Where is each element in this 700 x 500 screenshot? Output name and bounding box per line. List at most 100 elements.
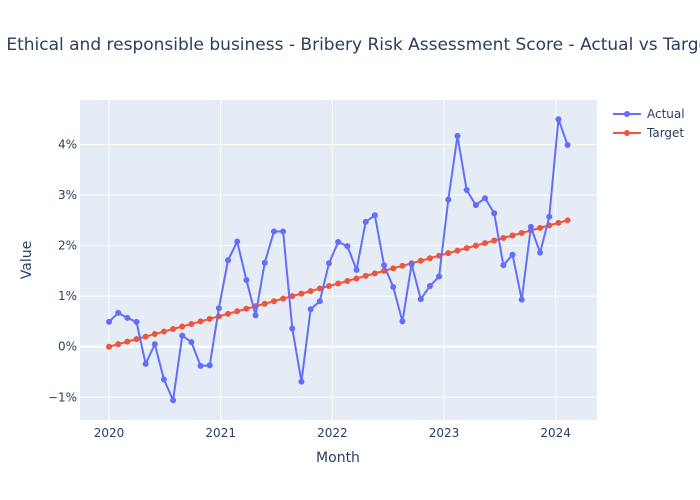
target-point[interactable]: [482, 240, 489, 247]
target-point[interactable]: [371, 270, 378, 277]
actual-point[interactable]: [482, 195, 489, 202]
target-point[interactable]: [142, 333, 149, 340]
actual-point[interactable]: [472, 202, 479, 209]
target-point[interactable]: [133, 336, 140, 343]
actual-point[interactable]: [390, 284, 397, 291]
y-tick-label: 4%: [58, 137, 77, 151]
target-point[interactable]: [197, 318, 204, 325]
actual-point[interactable]: [197, 362, 204, 369]
actual-point[interactable]: [215, 305, 222, 312]
actual-point[interactable]: [509, 251, 516, 258]
target-point[interactable]: [399, 262, 406, 269]
target-point[interactable]: [445, 250, 452, 257]
actual-point[interactable]: [527, 223, 534, 230]
target-point[interactable]: [518, 229, 525, 236]
legend-item-actual[interactable]: Actual: [613, 107, 685, 121]
target-point[interactable]: [509, 232, 516, 239]
actual-point[interactable]: [160, 376, 167, 383]
actual-point[interactable]: [280, 228, 287, 235]
actual-point[interactable]: [518, 296, 525, 303]
target-point[interactable]: [106, 343, 113, 350]
y-tick-label: 1%: [58, 289, 77, 303]
actual-point[interactable]: [115, 309, 122, 316]
actual-point[interactable]: [555, 116, 562, 123]
target-point[interactable]: [179, 323, 186, 330]
actual-point[interactable]: [179, 332, 186, 339]
actual-point[interactable]: [353, 266, 360, 273]
actual-point[interactable]: [335, 239, 342, 246]
actual-point[interactable]: [307, 306, 314, 313]
target-point[interactable]: [564, 217, 571, 224]
target-point[interactable]: [500, 235, 507, 242]
target-point[interactable]: [124, 338, 131, 345]
target-point[interactable]: [151, 331, 158, 338]
target-point[interactable]: [280, 295, 287, 302]
target-point[interactable]: [289, 293, 296, 300]
target-point[interactable]: [206, 315, 213, 322]
actual-point[interactable]: [381, 262, 388, 269]
actual-point[interactable]: [500, 262, 507, 269]
target-point[interactable]: [243, 305, 250, 312]
actual-point[interactable]: [206, 362, 213, 369]
actual-point[interactable]: [151, 341, 158, 348]
target-point[interactable]: [362, 272, 369, 279]
actual-point[interactable]: [225, 257, 232, 264]
actual-point[interactable]: [426, 283, 433, 290]
actual-point[interactable]: [546, 213, 553, 220]
target-point[interactable]: [234, 308, 241, 315]
target-point[interactable]: [537, 224, 544, 231]
actual-point[interactable]: [362, 218, 369, 225]
legend[interactable]: Actual Target: [613, 107, 685, 140]
actual-point[interactable]: [142, 360, 149, 367]
actual-point[interactable]: [445, 196, 452, 203]
target-point[interactable]: [454, 247, 461, 254]
actual-point[interactable]: [298, 378, 305, 385]
actual-point[interactable]: [417, 296, 424, 303]
target-point[interactable]: [170, 326, 177, 333]
actual-point[interactable]: [261, 259, 268, 266]
actual-point[interactable]: [344, 243, 351, 250]
target-point[interactable]: [261, 300, 268, 307]
actual-point[interactable]: [436, 273, 443, 280]
actual-point[interactable]: [252, 312, 259, 319]
target-point[interactable]: [335, 280, 342, 287]
actual-point[interactable]: [133, 318, 140, 325]
actual-point[interactable]: [106, 318, 113, 325]
actual-point[interactable]: [537, 249, 544, 256]
actual-point[interactable]: [316, 298, 323, 305]
target-point[interactable]: [160, 328, 167, 335]
target-point[interactable]: [270, 298, 277, 305]
target-point[interactable]: [463, 245, 470, 252]
target-point[interactable]: [472, 242, 479, 249]
target-point[interactable]: [390, 265, 397, 272]
target-point[interactable]: [491, 237, 498, 244]
target-point[interactable]: [225, 310, 232, 317]
actual-point[interactable]: [454, 132, 461, 139]
actual-point[interactable]: [289, 325, 296, 332]
target-point[interactable]: [115, 341, 122, 348]
actual-point[interactable]: [124, 314, 131, 321]
target-point[interactable]: [353, 275, 360, 282]
actual-point[interactable]: [463, 186, 470, 193]
target-point[interactable]: [555, 219, 562, 226]
actual-point[interactable]: [170, 397, 177, 404]
target-point[interactable]: [307, 288, 314, 295]
target-point[interactable]: [298, 290, 305, 297]
target-point[interactable]: [325, 283, 332, 290]
target-point[interactable]: [188, 320, 195, 327]
actual-point[interactable]: [408, 261, 415, 268]
actual-point[interactable]: [399, 318, 406, 325]
actual-point[interactable]: [270, 228, 277, 235]
target-point[interactable]: [417, 257, 424, 264]
actual-point[interactable]: [234, 238, 241, 245]
target-point[interactable]: [344, 277, 351, 284]
target-point[interactable]: [426, 255, 433, 262]
legend-item-target[interactable]: Target: [613, 126, 684, 140]
actual-point[interactable]: [491, 210, 498, 217]
actual-point[interactable]: [564, 141, 571, 148]
actual-point[interactable]: [188, 339, 195, 346]
actual-point[interactable]: [243, 276, 250, 283]
actual-point[interactable]: [371, 212, 378, 219]
target-point[interactable]: [316, 285, 323, 292]
actual-point[interactable]: [325, 260, 332, 267]
